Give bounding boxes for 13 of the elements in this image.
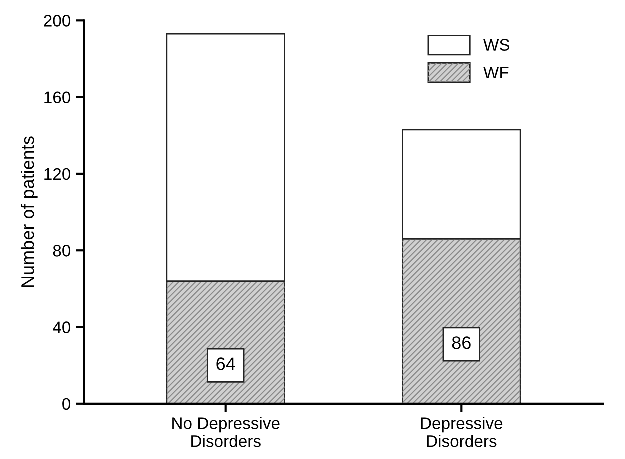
y-axis-title: Number of patients <box>20 136 38 288</box>
y-tick-label: 40 <box>53 322 71 334</box>
y-tick-label: 0 <box>62 398 71 410</box>
legend-label: WS <box>484 39 510 51</box>
x-tick-label: No Depressive Disorders <box>172 417 280 448</box>
legend-label: WF <box>484 66 509 78</box>
y-tick-label: 80 <box>53 245 71 257</box>
x-tick-label: Depressive Disorders <box>421 417 503 448</box>
y-tick-label: 120 <box>44 168 71 180</box>
y-tick-label: 200 <box>44 15 71 27</box>
data-label: 86 <box>452 336 471 350</box>
data-label: 64 <box>216 358 236 370</box>
y-tick-label: 160 <box>44 92 71 104</box>
